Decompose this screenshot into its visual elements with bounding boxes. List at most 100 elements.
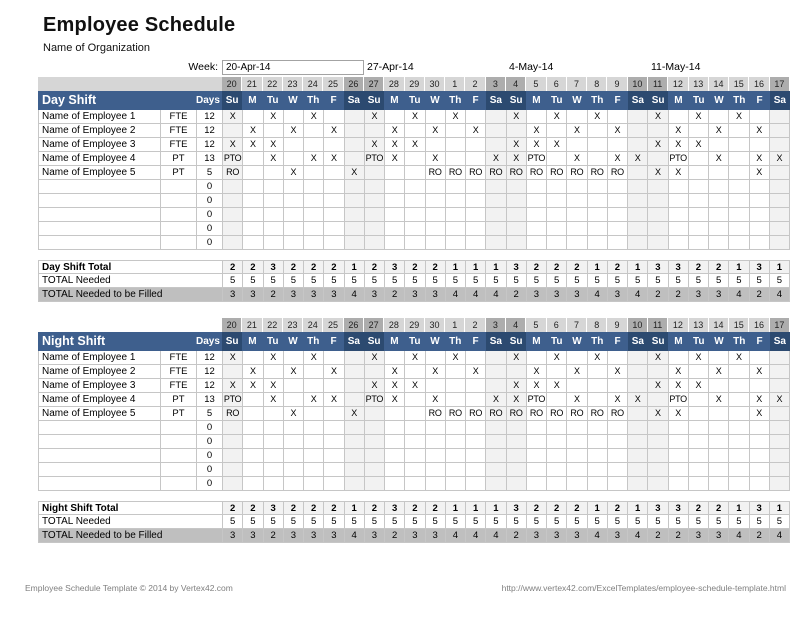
schedule-mark-cell[interactable] [506,477,527,491]
schedule-mark-cell[interactable] [263,180,284,194]
schedule-mark-cell[interactable] [304,124,325,138]
schedule-mark-cell[interactable] [283,351,304,365]
schedule-mark-cell[interactable]: RO [607,166,628,180]
schedule-mark-cell[interactable] [364,421,385,435]
schedule-mark-cell[interactable]: X [223,110,244,124]
schedule-mark-cell[interactable]: X [486,152,507,166]
schedule-mark-cell[interactable]: X [405,110,426,124]
schedule-mark-cell[interactable] [283,138,304,152]
schedule-mark-cell[interactable] [729,236,750,250]
schedule-mark-cell[interactable]: X [648,351,669,365]
schedule-mark-cell[interactable] [547,236,568,250]
schedule-mark-cell[interactable] [729,166,750,180]
schedule-mark-cell[interactable] [526,463,547,477]
employee-type-cell[interactable] [161,222,197,236]
employee-name-cell[interactable]: Name of Employee 2 [39,124,161,138]
schedule-mark-cell[interactable]: X [324,152,345,166]
schedule-mark-cell[interactable] [729,208,750,222]
employee-name-cell[interactable]: Name of Employee 1 [39,351,161,365]
schedule-mark-cell[interactable] [648,463,669,477]
employee-type-cell[interactable] [161,208,197,222]
schedule-mark-cell[interactable] [526,194,547,208]
schedule-mark-cell[interactable]: X [506,351,527,365]
schedule-mark-cell[interactable] [304,208,325,222]
schedule-mark-cell[interactable] [405,166,426,180]
schedule-mark-cell[interactable] [769,379,790,393]
schedule-mark-cell[interactable] [466,393,487,407]
schedule-mark-cell[interactable] [688,393,709,407]
schedule-mark-cell[interactable] [445,124,466,138]
schedule-mark-cell[interactable] [688,421,709,435]
schedule-mark-cell[interactable] [749,379,770,393]
schedule-mark-cell[interactable] [668,236,689,250]
employee-name-cell[interactable]: Name of Employee 3 [39,138,161,152]
schedule-mark-cell[interactable]: X [263,110,284,124]
schedule-mark-cell[interactable] [607,236,628,250]
schedule-mark-cell[interactable]: X [263,152,284,166]
schedule-mark-cell[interactable]: X [668,138,689,152]
schedule-mark-cell[interactable]: X [425,393,446,407]
schedule-mark-cell[interactable] [466,477,487,491]
schedule-mark-cell[interactable]: X [587,351,608,365]
schedule-mark-cell[interactable] [547,463,568,477]
schedule-mark-cell[interactable] [709,138,730,152]
schedule-mark-cell[interactable] [243,180,264,194]
schedule-mark-cell[interactable]: X [688,138,709,152]
schedule-mark-cell[interactable]: X [223,138,244,152]
schedule-mark-cell[interactable] [283,194,304,208]
schedule-mark-cell[interactable] [567,236,588,250]
schedule-mark-cell[interactable] [547,393,568,407]
schedule-mark-cell[interactable] [486,138,507,152]
schedule-mark-cell[interactable]: X [385,393,406,407]
schedule-mark-cell[interactable] [587,124,608,138]
schedule-mark-cell[interactable]: X [607,124,628,138]
schedule-mark-cell[interactable] [769,166,790,180]
schedule-mark-cell[interactable]: X [648,110,669,124]
schedule-mark-cell[interactable]: X [607,393,628,407]
schedule-mark-cell[interactable] [709,110,730,124]
schedule-mark-cell[interactable] [729,435,750,449]
schedule-mark-cell[interactable] [344,208,365,222]
schedule-mark-cell[interactable]: PTO [223,393,244,407]
schedule-mark-cell[interactable] [405,393,426,407]
schedule-mark-cell[interactable] [263,421,284,435]
schedule-mark-cell[interactable]: X [769,152,790,166]
schedule-mark-cell[interactable]: X [567,365,588,379]
schedule-mark-cell[interactable] [567,449,588,463]
schedule-mark-cell[interactable] [263,222,284,236]
schedule-mark-cell[interactable] [628,166,649,180]
schedule-mark-cell[interactable] [607,379,628,393]
schedule-mark-cell[interactable] [243,152,264,166]
schedule-mark-cell[interactable] [466,421,487,435]
schedule-mark-cell[interactable]: X [547,379,568,393]
schedule-mark-cell[interactable]: PTO [526,393,547,407]
schedule-mark-cell[interactable] [223,208,244,222]
schedule-mark-cell[interactable] [304,407,325,421]
schedule-mark-cell[interactable] [445,208,466,222]
schedule-mark-cell[interactable]: X [506,138,527,152]
schedule-mark-cell[interactable] [405,407,426,421]
schedule-mark-cell[interactable] [547,365,568,379]
schedule-mark-cell[interactable]: X [567,152,588,166]
employee-name-cell[interactable]: Name of Employee 5 [39,166,161,180]
employee-name-cell[interactable] [39,477,161,491]
schedule-mark-cell[interactable] [486,351,507,365]
schedule-mark-cell[interactable] [466,208,487,222]
schedule-mark-cell[interactable]: X [324,393,345,407]
schedule-mark-cell[interactable] [526,222,547,236]
schedule-mark-cell[interactable]: X [506,379,527,393]
schedule-mark-cell[interactable]: X [749,393,770,407]
schedule-mark-cell[interactable] [344,393,365,407]
schedule-mark-cell[interactable]: X [648,138,669,152]
schedule-mark-cell[interactable] [405,152,426,166]
schedule-mark-cell[interactable] [385,166,406,180]
schedule-mark-cell[interactable] [506,208,527,222]
schedule-mark-cell[interactable]: X [486,393,507,407]
employee-type-cell[interactable]: FTE [161,351,197,365]
schedule-mark-cell[interactable] [344,152,365,166]
schedule-mark-cell[interactable] [304,435,325,449]
schedule-mark-cell[interactable] [648,449,669,463]
schedule-mark-cell[interactable] [749,421,770,435]
schedule-mark-cell[interactable] [587,236,608,250]
schedule-mark-cell[interactable]: X [385,379,406,393]
